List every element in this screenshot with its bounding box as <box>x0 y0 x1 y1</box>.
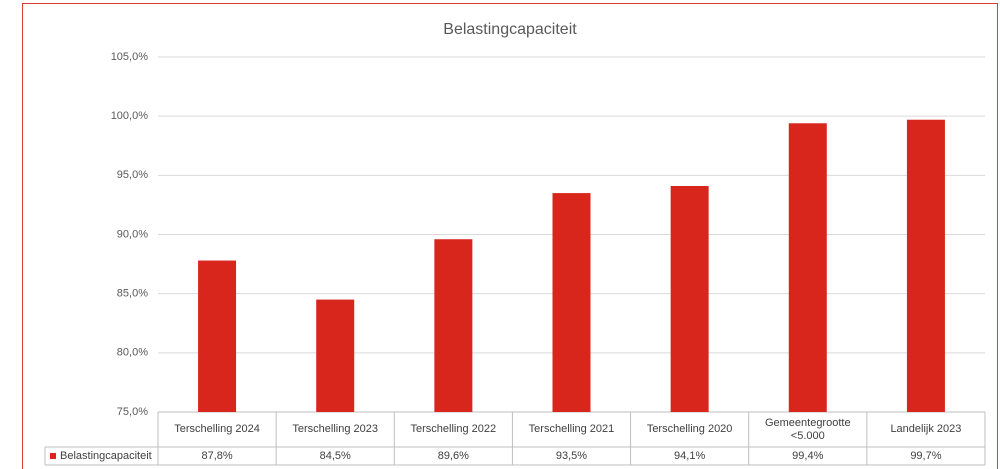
bar <box>670 185 709 412</box>
value-label: 87,8% <box>201 450 232 462</box>
y-tick-label: 95,0% <box>117 169 148 181</box>
x-tick-label: Terschelling 2020 <box>646 423 733 435</box>
category-cell: Landelijk 2023 <box>890 423 962 435</box>
bar <box>906 119 945 412</box>
y-tick-label: 85,0% <box>117 288 148 300</box>
value-label: 99,4% <box>792 450 823 462</box>
x-tick-label: Gemeentegrootte <5.000 <box>764 416 851 442</box>
y-tick-label: 90,0% <box>117 228 148 240</box>
x-tick-label: Terschelling 2024 <box>174 423 260 435</box>
value-label: 99,7% <box>910 450 941 462</box>
x-tick-label: Terschelling 2022 <box>410 423 497 435</box>
category-cell: Gemeentegrootte <5.000 <box>764 416 851 442</box>
x-tick-label: Terschelling 2023 <box>292 423 379 435</box>
x-tick-label: Landelijk 2023 <box>890 423 962 435</box>
category-cell: Terschelling 2021 <box>528 423 615 435</box>
category-cell: Terschelling 2020 <box>646 423 733 435</box>
chart-frame <box>22 3 998 469</box>
category-cell: Terschelling 2022 <box>410 423 497 435</box>
x-tick-label: Terschelling 2021 <box>528 423 615 435</box>
value-label: 89,6% <box>438 450 469 462</box>
chart-title: Belastingcapaciteit <box>443 21 577 38</box>
bar <box>552 193 591 412</box>
legend-label: Belastingcapaciteit <box>60 450 152 462</box>
y-tick-label: 105,0% <box>111 51 149 63</box>
y-tick-label: 75,0% <box>117 406 148 418</box>
y-tick-label: 100,0% <box>111 110 149 122</box>
category-cell: Terschelling 2023 <box>292 423 379 435</box>
value-label: 93,5% <box>556 450 587 462</box>
bar <box>198 260 237 412</box>
bar <box>788 123 827 413</box>
value-label: 94,1% <box>674 450 705 462</box>
category-cell: Terschelling 2024 <box>174 423 260 435</box>
bar <box>434 239 473 412</box>
value-label: 84,5% <box>320 450 351 462</box>
legend-key <box>50 453 56 459</box>
bar <box>316 299 355 412</box>
y-tick-label: 80,0% <box>117 347 148 359</box>
